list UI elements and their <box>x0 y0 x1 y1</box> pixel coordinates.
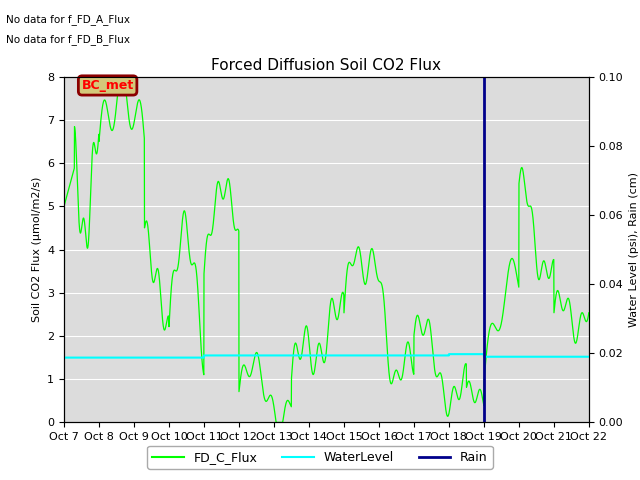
WaterLevel <box>284 352 292 358</box>
Y-axis label: Soil CO2 Flux (μmol/m2/s): Soil CO2 Flux (μmol/m2/s) <box>31 177 42 322</box>
FD_C_Flux <box>575 324 582 330</box>
FD_C_Flux <box>285 398 292 404</box>
WaterLevel <box>151 355 159 360</box>
WaterLevel <box>585 354 593 360</box>
Text: No data for f_FD_A_Flux: No data for f_FD_A_Flux <box>6 14 131 25</box>
Y-axis label: Water Level (psi), Rain (cm): Water Level (psi), Rain (cm) <box>629 172 639 327</box>
Line: FD_C_Flux: FD_C_Flux <box>64 77 589 422</box>
Line: WaterLevel: WaterLevel <box>64 354 589 358</box>
FD_C_Flux <box>60 204 68 209</box>
WaterLevel <box>445 351 453 357</box>
Rain <box>480 376 488 382</box>
FD_C_Flux <box>273 420 280 425</box>
Text: BC_met: BC_met <box>81 79 134 92</box>
FD_C_Flux <box>262 398 269 404</box>
WaterLevel <box>575 354 582 360</box>
FD_C_Flux <box>116 74 124 80</box>
FD_C_Flux <box>585 310 593 316</box>
FD_C_Flux <box>120 74 128 80</box>
FD_C_Flux <box>151 274 159 280</box>
WaterLevel <box>261 352 269 358</box>
Legend: FD_C_Flux, WaterLevel, Rain: FD_C_Flux, WaterLevel, Rain <box>147 446 493 469</box>
WaterLevel <box>120 355 128 360</box>
WaterLevel <box>60 355 68 360</box>
Rain <box>480 420 488 425</box>
WaterLevel <box>518 354 526 360</box>
Title: Forced Diffusion Soil CO2 Flux: Forced Diffusion Soil CO2 Flux <box>211 58 442 73</box>
X-axis label: Time: Time <box>311 448 342 461</box>
Text: No data for f_FD_B_Flux: No data for f_FD_B_Flux <box>6 34 131 45</box>
FD_C_Flux <box>518 166 526 171</box>
